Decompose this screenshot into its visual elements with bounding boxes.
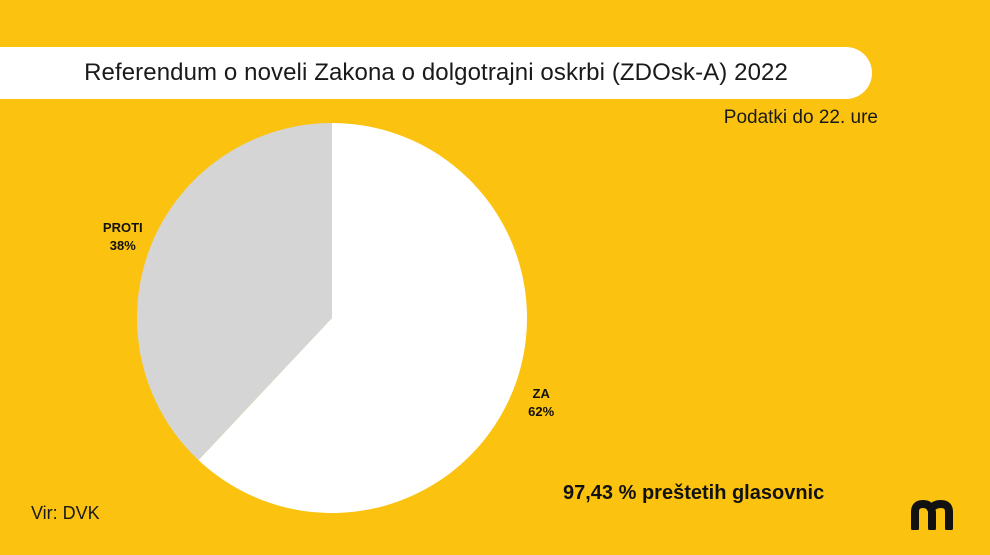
- chart-subtitle: Podatki do 22. ure: [723, 107, 878, 128]
- slice-label-za: ZA 62%: [528, 386, 554, 419]
- source-note: Vir: DVK: [31, 503, 100, 523]
- title-bar: Referendum o noveli Zakona o dolgotrajni…: [0, 47, 872, 99]
- m-logo-icon: [911, 500, 953, 530]
- pie-slice-za: [198, 123, 527, 513]
- chart-title: Referendum o noveli Zakona o dolgotrajni…: [84, 59, 788, 86]
- counted-ballots-note: 97,43 % preštetih glasovnic: [563, 482, 825, 504]
- slice-label-proti: PROTI 38%: [103, 220, 143, 253]
- pie-slice-proti: [136, 123, 332, 461]
